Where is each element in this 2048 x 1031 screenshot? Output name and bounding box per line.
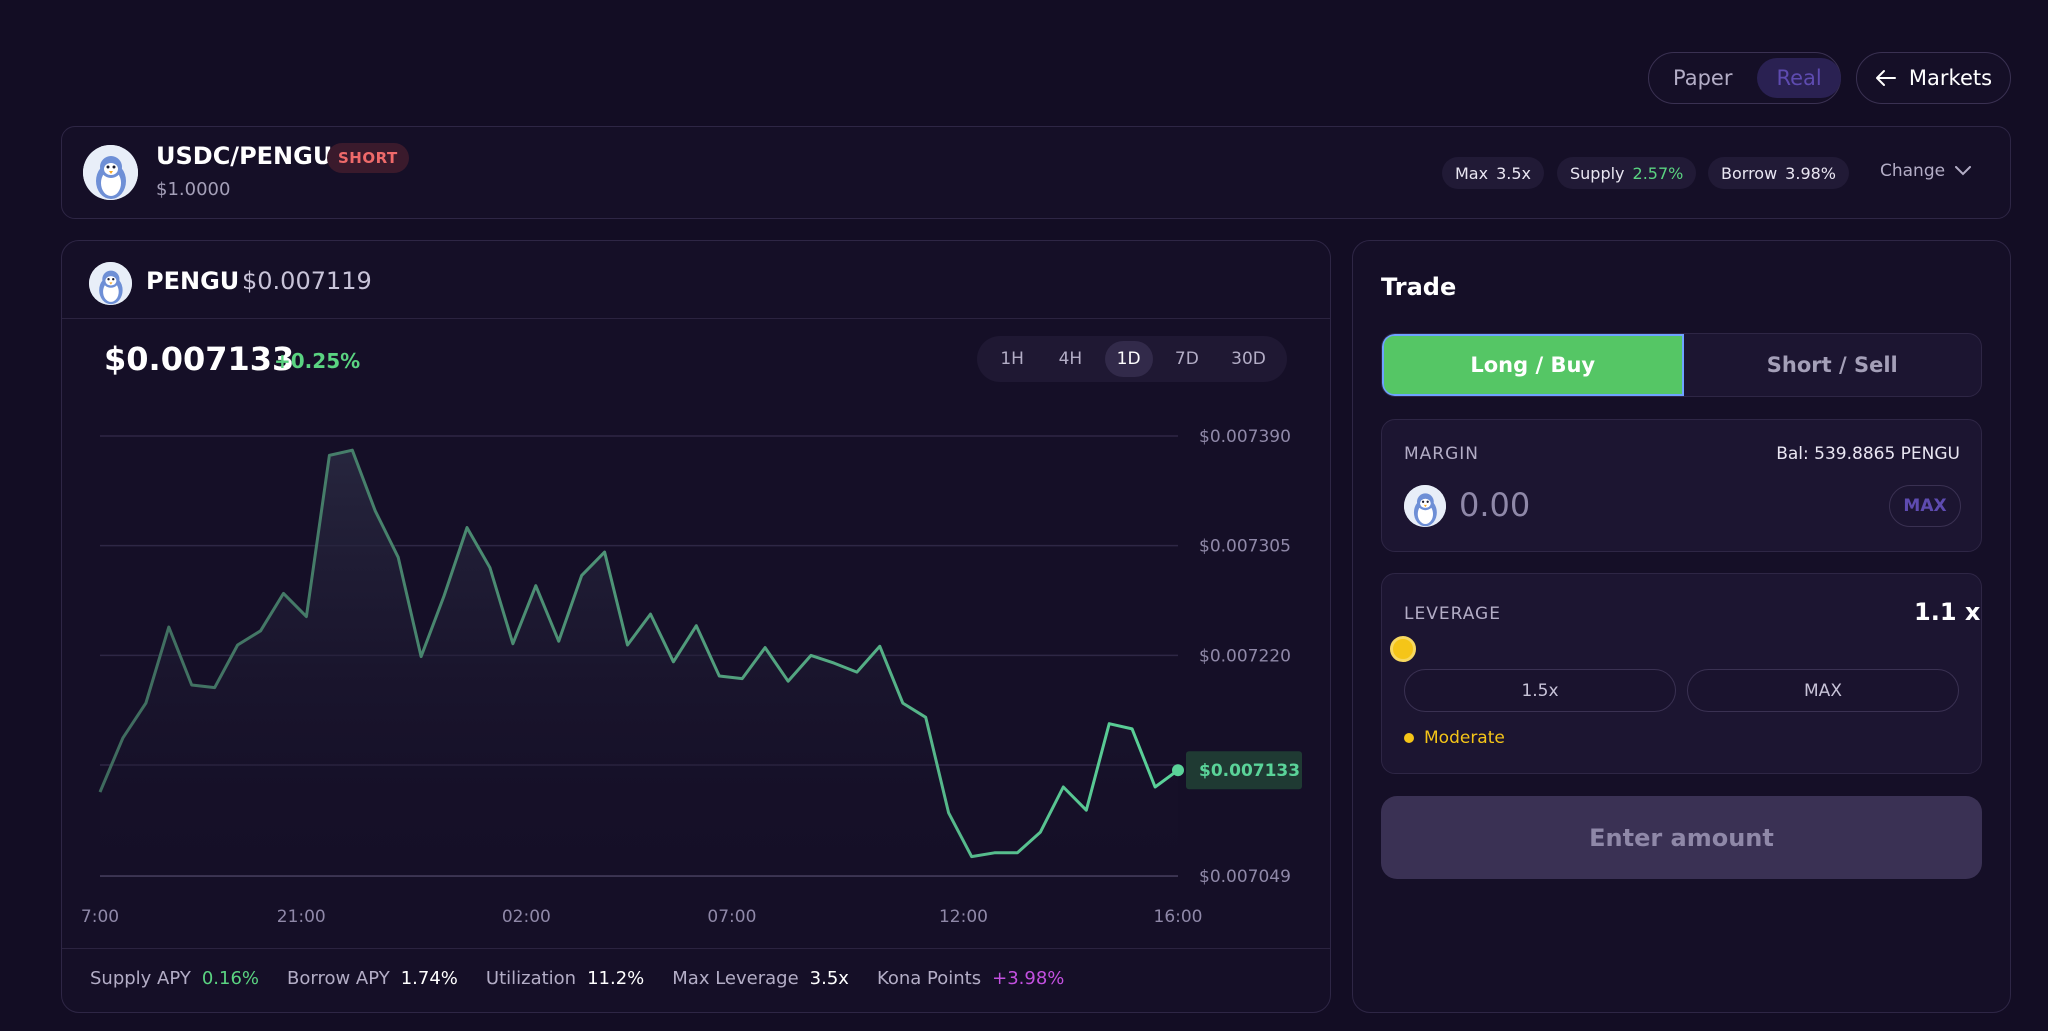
position-badge: SHORT (327, 143, 409, 173)
borrow-value: 3.98% (1785, 163, 1836, 183)
current-price: $0.007133 (104, 340, 295, 378)
supply-value: 2.57% (1632, 163, 1684, 183)
stat-label: Borrow APY (287, 968, 390, 989)
chart-last-point (1172, 764, 1184, 777)
pair-price: $1.0000 (156, 179, 231, 200)
stat-value: 11.2% (587, 968, 645, 989)
max-value: 3.5x (1496, 163, 1531, 183)
leverage-value: 1.1 x (1914, 598, 1981, 626)
side-toggle: Long / Buy Short / Sell (1381, 333, 1982, 397)
timeframe-1h[interactable]: 1H (1000, 349, 1024, 369)
chevron-down-icon (1955, 166, 1972, 176)
change-pair-button[interactable]: Change (1880, 161, 1972, 181)
stat-value: +3.98% (992, 968, 1065, 989)
borrow-label: Borrow (1721, 163, 1778, 183)
supply-label: Supply (1570, 163, 1625, 183)
penguin-icon (83, 145, 138, 200)
stat-label: Max Leverage (672, 968, 799, 989)
pengu-avatar (83, 145, 138, 200)
long-buy-button[interactable]: Long / Buy (1382, 334, 1684, 396)
x-tick-label: 02:00 (502, 907, 551, 927)
chart-price-line (98, 448, 1179, 859)
timeframe-7d[interactable]: 7D (1174, 349, 1199, 369)
stat-value: 1.74% (400, 968, 458, 989)
margin-max-button[interactable]: MAX (1889, 485, 1961, 527)
chart-area-fill (100, 450, 1178, 876)
stat-value: 3.5x (809, 968, 849, 989)
enter-amount-button[interactable]: Enter amount (1381, 796, 1982, 879)
timeframe-30d[interactable]: 30D (1231, 349, 1266, 369)
stat-supply-apy: Supply APY 0.16% (90, 968, 259, 989)
market-stats-footer: Supply APY 0.16% Borrow APY 1.74% Utiliz… (90, 968, 1064, 989)
markets-button[interactable]: Markets (1856, 52, 2011, 104)
leverage-label: LEVERAGE (1404, 604, 1501, 624)
stat-label: Supply APY (90, 968, 191, 989)
stat-value: 0.16% (201, 968, 260, 989)
y-tick-label: $0.007305 (1199, 537, 1291, 557)
risk-indicator: Moderate (1404, 728, 1505, 748)
margin-amount-input[interactable] (1459, 482, 1759, 528)
divider (62, 948, 1330, 949)
pair-title: USDC/PENGU (156, 142, 333, 170)
y-tick-label: $0.007220 (1199, 646, 1291, 666)
mode-real-button[interactable]: Real (1757, 58, 1841, 98)
balance-text: Bal: 539.8865 PENGU (1776, 444, 1960, 464)
stat-borrow-apy: Borrow APY 1.74% (287, 968, 458, 989)
stat-max-leverage: Max Leverage 3.5x (672, 968, 849, 989)
margin-token-avatar (1404, 485, 1446, 527)
borrow-rate-pill: Borrow 3.98% (1708, 157, 1849, 189)
price-change: +0.25% (274, 349, 361, 373)
arrow-left-icon (1875, 70, 1896, 86)
x-tick-label: 7:00 (81, 907, 119, 927)
timeframe-1d[interactable]: 1D (1104, 341, 1153, 377)
risk-label: Moderate (1424, 728, 1505, 748)
timeframe-4h[interactable]: 4H (1058, 349, 1083, 369)
x-tick-label: 21:00 (277, 907, 326, 927)
mode-paper-button[interactable]: Paper (1673, 66, 1733, 90)
penguin-icon (1404, 485, 1446, 527)
supply-rate-pill: Supply 2.57% (1557, 157, 1697, 189)
x-tick-label: 16:00 (1154, 907, 1203, 927)
margin-label: MARGIN (1404, 444, 1480, 464)
stat-label: Utilization (485, 968, 577, 989)
token-name: PENGU (146, 267, 240, 295)
timeframe-selector: 1H 4H 1D 7D 30D (977, 336, 1287, 382)
stat-label: Kona Points (876, 968, 982, 989)
last-price-tag (1186, 751, 1302, 790)
max-leverage-pill: Max 3.5x (1442, 157, 1544, 189)
x-tick-label: 12:00 (939, 907, 988, 927)
max-label: Max (1455, 163, 1489, 183)
mode-toggle: Paper Real (1648, 52, 1841, 104)
divider (62, 318, 1330, 319)
stat-kona-points: Kona Points +3.98% (877, 968, 1064, 989)
token-price: $0.007119 (242, 267, 372, 295)
leverage-slider-thumb[interactable] (1390, 636, 1416, 662)
trade-title: Trade (1381, 273, 1457, 301)
leverage-preset-max[interactable]: MAX (1687, 669, 1959, 712)
markets-label: Markets (1908, 66, 1993, 90)
token-avatar (89, 262, 132, 305)
y-tick-label: $0.007390 (1199, 427, 1291, 447)
y-tick-label: $0.007049 (1199, 867, 1291, 887)
short-sell-button[interactable]: Short / Sell (1766, 353, 1898, 377)
penguin-icon (89, 262, 132, 305)
change-label: Change (1880, 161, 1946, 181)
x-tick-label: 07:00 (707, 907, 756, 927)
risk-dot-icon (1404, 733, 1414, 743)
leverage-preset-1-5x[interactable]: 1.5x (1404, 669, 1676, 712)
last-price-label: $0.007133 (1199, 761, 1300, 781)
stat-utilization: Utilization 11.2% (486, 968, 644, 989)
